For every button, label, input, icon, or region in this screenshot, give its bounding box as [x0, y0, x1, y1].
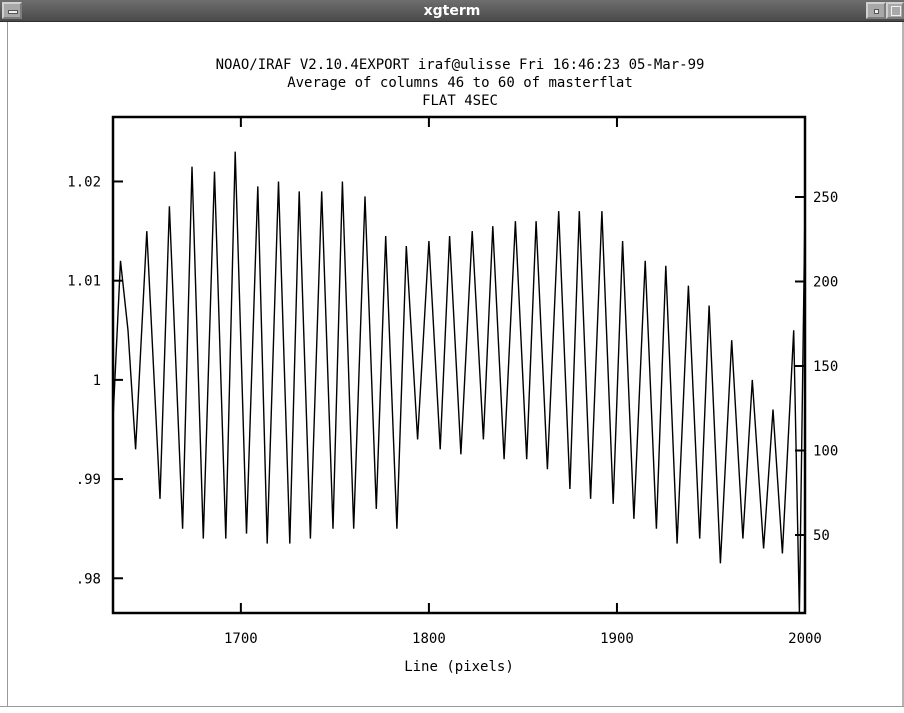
- x-tick-label: 2000: [788, 631, 822, 647]
- y-axis-left: .98 .99 1 1.01 1.02: [67, 174, 123, 587]
- window-menu-button[interactable]: [2, 2, 22, 19]
- y-axis-right: 50 100 150 200 250: [795, 190, 838, 544]
- plot-header-line1: NOAO/IRAF V2.10.4EXPORT iraf@ulisse Fri …: [216, 57, 705, 73]
- right-axis-tick-label: 50: [813, 528, 830, 544]
- y-tick-label: .98: [76, 571, 101, 587]
- x-tick-label: 1700: [224, 631, 258, 647]
- x-tick-label: 1800: [412, 631, 446, 647]
- y-tick-label: 1.02: [67, 174, 101, 190]
- plot-frame: [111, 115, 807, 615]
- x-axis: 1700 1800 1900 2000: [224, 117, 822, 647]
- y-tick-label: 1: [93, 373, 101, 389]
- window-left-border: [0, 22, 8, 713]
- right-axis-tick-label: 200: [813, 275, 838, 291]
- right-axis-tick-label: 250: [813, 190, 838, 206]
- x-tick-label: 1900: [600, 631, 634, 647]
- maximize-button[interactable]: [886, 2, 904, 19]
- window-title: xgterm: [423, 3, 481, 19]
- x-axis-label: Line (pixels): [404, 659, 514, 675]
- right-axis-tick-label: 150: [813, 359, 838, 375]
- window-titlebar[interactable]: xgterm: [0, 0, 904, 22]
- y-tick-label: 1.01: [67, 274, 101, 290]
- plot-title: FLAT 4SEC: [422, 93, 498, 109]
- right-axis-tick-label: 100: [813, 444, 838, 460]
- plot-header-line2: Average of columns 46 to 60 of masterfla…: [287, 75, 633, 91]
- window-bottom-border: [0, 706, 904, 713]
- series-line: [112, 151, 806, 614]
- y-tick-label: .99: [76, 472, 101, 488]
- minimize-button[interactable]: [866, 2, 886, 19]
